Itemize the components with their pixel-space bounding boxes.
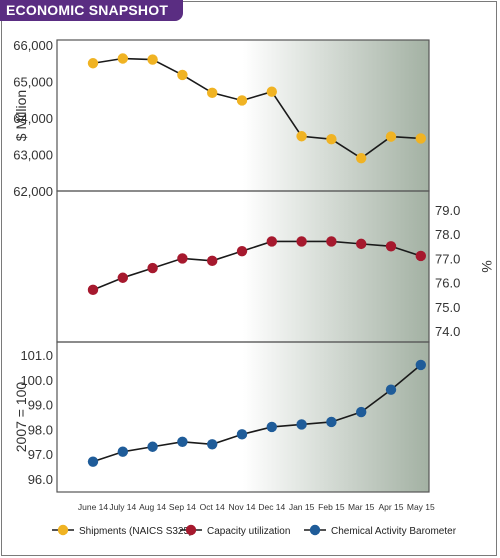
y-tick-label: 77.0: [435, 251, 460, 266]
data-point-sep-14: [177, 69, 188, 81]
x-tick-label: May 15: [407, 502, 435, 512]
y-tick-label: 65,000: [13, 75, 53, 90]
data-point-nov-14: [236, 429, 248, 440]
data-point-june-14: [87, 284, 99, 296]
data-point-feb-15: [326, 133, 337, 145]
x-tick-label: Dec 14: [258, 502, 285, 512]
data-point-june-14: [87, 58, 99, 69]
data-point-mar-15: [356, 152, 367, 164]
data-point-feb-15: [326, 416, 337, 428]
x-tick-label: Oct 14: [200, 502, 225, 512]
panel-frame-3: [56, 341, 430, 493]
y-tick-label: 76.0: [435, 276, 460, 291]
y-axis-label: %: [479, 260, 495, 272]
y-tick-label: 97.0: [28, 447, 53, 462]
data-point-oct-14: [207, 255, 218, 267]
legend-label: Chemical Activity Barometer: [331, 526, 457, 537]
y-tick-label: 100.0: [20, 373, 53, 388]
y-tick-label: 64,000: [13, 111, 53, 126]
y-tick-label: 99.0: [28, 398, 53, 413]
plot-background: [57, 40, 429, 492]
y-tick-label: 62,000: [13, 184, 53, 199]
data-point-feb-15: [326, 236, 337, 247]
y-tick-label: 74.0: [435, 324, 460, 339]
y-tick-label: 79.0: [435, 203, 460, 218]
y-tick-label: 78.0: [435, 227, 460, 242]
data-point-jan-15: [296, 419, 307, 430]
figure-title: ECONOMIC SNAPSHOT: [0, 0, 183, 21]
data-point-aug-14: [147, 54, 158, 65]
data-point-sep-14: [177, 436, 188, 447]
data-point-oct-14: [207, 439, 218, 450]
x-tick-label: June 14: [78, 502, 109, 512]
x-tick-label: Mar 15: [348, 502, 375, 512]
data-point-mar-15: [356, 406, 367, 418]
data-point-may-15: [415, 359, 426, 371]
data-point-aug-14: [147, 441, 158, 452]
legend-marker: [57, 524, 69, 536]
data-point-dec-14: [266, 421, 277, 433]
data-point-dec-14: [266, 236, 277, 247]
x-tick-label: July 14: [109, 502, 136, 512]
y-tick-label: 96.0: [28, 472, 53, 487]
x-tick-label: Feb 15: [318, 502, 345, 512]
data-point-june-14: [87, 456, 99, 467]
y-tick-label: 63,000: [13, 148, 53, 163]
data-point-july-14: [117, 53, 128, 64]
y-tick-label: 75.0: [435, 300, 460, 315]
data-point-july-14: [117, 446, 128, 457]
data-point-nov-14: [236, 95, 248, 106]
x-tick-label: Aug 14: [139, 502, 166, 512]
x-tick-label: Jan 15: [289, 502, 315, 512]
data-point-oct-14: [207, 87, 218, 99]
data-point-sep-14: [177, 253, 188, 264]
legend-label: Capacity utilization: [207, 526, 290, 537]
data-point-jan-15: [296, 236, 307, 247]
data-point-aug-14: [147, 262, 158, 274]
x-tick-label: Nov 14: [229, 502, 256, 512]
data-point-dec-14: [266, 86, 277, 97]
data-point-july-14: [117, 272, 128, 283]
data-point-may-15: [415, 133, 426, 144]
data-point-may-15: [415, 250, 426, 262]
y-axis-label: $ Million: [13, 90, 29, 141]
data-point-apr-15: [385, 241, 397, 252]
data-point-apr-15: [385, 131, 397, 142]
y-axis-label: 2007 = 100: [13, 382, 29, 453]
data-point-mar-15: [356, 238, 367, 250]
x-tick-label: Sep 14: [169, 502, 196, 512]
data-point-apr-15: [385, 384, 397, 395]
data-point-jan-15: [296, 131, 307, 142]
legend-label: Shipments (NAICS S325): [79, 526, 192, 537]
y-tick-label: 101.0: [20, 348, 53, 363]
legend-marker: [309, 524, 321, 536]
y-tick-label: 66,000: [13, 38, 53, 53]
y-tick-label: 98.0: [28, 422, 53, 437]
x-tick-label: Apr 15: [378, 502, 403, 512]
legend-marker: [185, 524, 197, 536]
data-point-nov-14: [236, 245, 248, 257]
